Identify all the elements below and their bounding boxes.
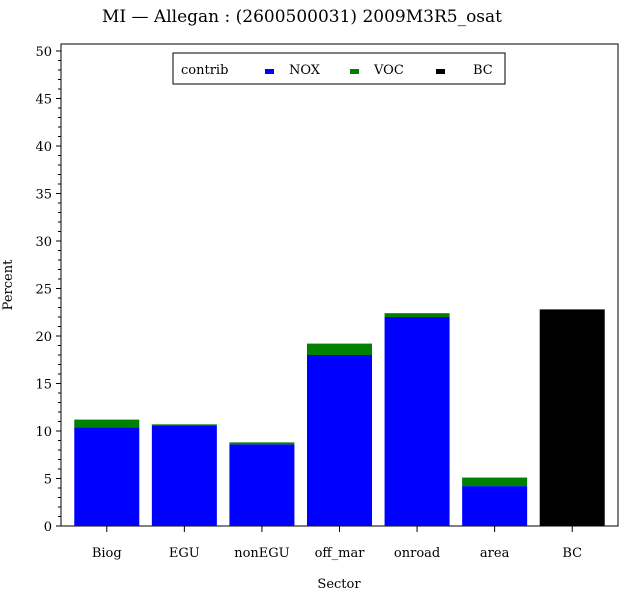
chart-title: MI — Allegan : (2600500031) 2009M3R5_osa… (102, 7, 502, 27)
x-tick-label: onroad (394, 546, 440, 561)
x-tick-label: nonEGU (234, 546, 289, 561)
bar-bc-bc (539, 309, 605, 526)
bars (74, 309, 605, 526)
legend-swatch-nox (265, 69, 274, 74)
legend-title: contrib (181, 63, 228, 78)
bar-voc-area (462, 477, 528, 487)
y-tick-label: 5 (44, 473, 52, 488)
y-tick-label: 45 (35, 93, 52, 108)
legend-label-nox: NOX (289, 63, 321, 78)
bar-nox-onroad (384, 317, 450, 526)
bar-voc-nonegu (229, 442, 295, 445)
y-tick-label: 25 (35, 283, 52, 298)
x-axis: Biog EGU nonEGU off_mar onroad area BC (92, 526, 582, 561)
legend: contrib NOX VOC BC (172, 52, 506, 85)
bar-nox-biog (74, 427, 140, 526)
y-tick-label: 0 (44, 520, 52, 535)
bar-voc-egu (151, 424, 217, 426)
bar-voc-off_mar (307, 343, 372, 355)
bar-nox-egu (151, 425, 217, 526)
bar-voc-biog (74, 419, 140, 428)
y-tick-label: 20 (35, 330, 52, 345)
y-axis-title: Percent (1, 259, 16, 310)
x-axis-title: Sector (317, 577, 361, 592)
bar-voc-onroad (384, 313, 450, 317)
y-axis: 0 5 10 15 20 25 30 35 40 45 50 (35, 45, 61, 535)
x-tick-label: BC (562, 546, 582, 561)
y-tick-label: 35 (35, 188, 52, 203)
bar-nox-nonegu (229, 444, 295, 526)
x-tick-label: area (480, 546, 510, 561)
y-tick-label: 50 (35, 45, 52, 60)
x-tick-label: Biog (92, 546, 122, 561)
legend-label-voc: VOC (373, 63, 404, 78)
x-tick-label: off_mar (315, 546, 366, 561)
legend-swatch-bc (436, 69, 445, 74)
bar-nox-area (462, 486, 528, 526)
legend-swatch-voc (350, 69, 359, 74)
y-tick-label: 15 (35, 378, 52, 393)
bar-nox-off_mar (307, 355, 372, 526)
legend-label-bc: BC (473, 63, 493, 78)
y-tick-label: 10 (35, 425, 52, 440)
y-tick-label: 40 (35, 140, 52, 155)
x-tick-label: EGU (169, 546, 200, 561)
legend-box (172, 52, 506, 85)
y-tick-label: 30 (35, 235, 52, 250)
